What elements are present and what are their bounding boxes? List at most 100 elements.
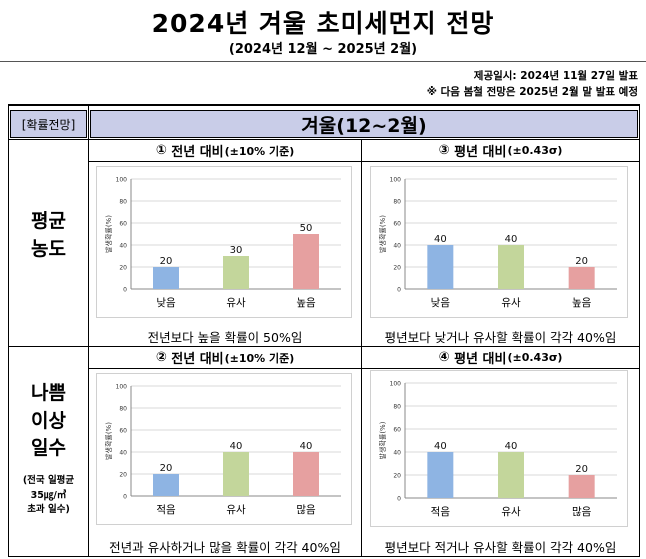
y-tick-label: 60 xyxy=(393,221,401,228)
bar xyxy=(223,452,249,496)
category-label: 높음 xyxy=(572,297,592,309)
row-label-note: (전국 일평균 35㎍/㎥ 초과 일수) xyxy=(9,474,88,518)
panel-number: ① xyxy=(155,143,167,158)
row-note-line: 35㎍/㎥ xyxy=(30,489,67,501)
y-tick-label: 80 xyxy=(119,199,127,206)
bar-value-label: 20 xyxy=(575,256,588,267)
bar-value-label: 40 xyxy=(230,441,243,452)
bar-value-label: 30 xyxy=(230,245,243,256)
chart-box: 0 20 40 60 80 100 발생확률(%) 40 적음 40 유사 20 많음 xyxy=(370,370,628,527)
issue-date: 제공일시: 2024년 11월 27일 발표 xyxy=(473,70,638,82)
category-label: 유사 xyxy=(501,297,521,309)
bar-value-label: 40 xyxy=(434,234,447,245)
y-tick-label: 100 xyxy=(390,381,402,388)
panel-header: ③ 평년 대비 (±0.43σ) xyxy=(362,140,639,162)
y-tick-label: 60 xyxy=(119,428,127,435)
row-label-average-concentration: 평균 농도 xyxy=(9,208,88,263)
probability-bar-chart: 0 20 40 60 80 100 발생확률(%) 20 적음 40 유사 40 많음 xyxy=(104,384,341,516)
panel-head-note: (±10% 기준) xyxy=(224,144,295,158)
category-label: 유사 xyxy=(226,504,246,516)
panel-header: ② 전년 대비 (±10% 기준) xyxy=(89,347,361,369)
row-note-line: (전국 일평균 xyxy=(22,475,75,486)
page-subtitle: (2024년 12월 ~ 2025년 2월) xyxy=(228,42,418,57)
table-rule xyxy=(88,104,89,557)
table-header-label: [확률전망] xyxy=(10,110,87,138)
y-tick-label: 0 xyxy=(123,287,127,294)
next-forecast-note: ※ 다음 봄철 전망은 2025년 2월 말 발표 예정 xyxy=(426,86,638,98)
y-tick-label: 20 xyxy=(393,265,401,272)
y-tick-label: 0 xyxy=(397,496,401,503)
panel-number: ④ xyxy=(438,350,450,365)
bar xyxy=(568,267,595,289)
y-tick-label: 20 xyxy=(119,265,127,272)
row-note-line: 초과 일수) xyxy=(27,504,70,516)
bar-value-label: 20 xyxy=(160,256,173,267)
bar xyxy=(153,267,179,289)
bar xyxy=(427,452,454,498)
y-axis-label: 발생확률(%) xyxy=(104,215,113,253)
bar xyxy=(293,234,319,289)
panel-caption: 평년보다 적거나 유사할 확률이 각각 40%임 xyxy=(384,540,617,555)
y-tick-label: 80 xyxy=(119,406,127,413)
page-title: 2024년 겨울 초미세먼지 전망 xyxy=(151,9,495,38)
y-axis-label: 발생확률(%) xyxy=(378,421,387,459)
y-tick-label: 20 xyxy=(393,473,401,480)
panel-caption: 평년보다 낮거나 유사할 확률이 각각 40%임 xyxy=(384,330,617,345)
y-tick-label: 0 xyxy=(123,494,127,501)
bar xyxy=(153,474,179,496)
probability-bar-chart: 0 20 40 60 80 100 발생확률(%) 20 낮음 30 유사 50 높음 xyxy=(104,177,341,309)
bar-value-label: 20 xyxy=(160,463,173,474)
panel-head: 평년 대비 xyxy=(454,145,507,160)
bar xyxy=(293,452,319,496)
y-tick-label: 40 xyxy=(119,243,127,250)
category-label: 적음 xyxy=(156,504,176,516)
y-tick-label: 100 xyxy=(390,177,402,184)
bar-value-label: 20 xyxy=(575,464,588,475)
panel-header: ④ 평년 대비 (±0.43σ) xyxy=(362,347,639,369)
row-label-line: 농도 xyxy=(31,237,66,260)
bar xyxy=(223,256,249,289)
category-label: 낮음 xyxy=(431,297,451,309)
table-rule xyxy=(8,346,640,347)
season-title: 겨울(12~2월) xyxy=(90,110,638,138)
row-label-line: 평균 xyxy=(31,210,66,232)
panel-head-note: (±0.43σ) xyxy=(507,144,563,157)
bar-value-label: 50 xyxy=(300,223,313,234)
category-label: 유사 xyxy=(501,506,521,518)
y-tick-label: 20 xyxy=(119,472,127,479)
table-rule xyxy=(8,139,640,140)
bar-value-label: 40 xyxy=(505,234,518,245)
bar-value-label: 40 xyxy=(505,441,518,452)
header-divider xyxy=(0,61,646,62)
bar-value-label: 40 xyxy=(434,441,447,452)
category-label: 많음 xyxy=(572,506,592,518)
panel-number: ② xyxy=(155,350,167,365)
probability-bar-chart: 0 20 40 60 80 100 발생확률(%) 40 적음 40 유사 20 많음 xyxy=(378,381,617,518)
y-axis-label: 발생확률(%) xyxy=(104,422,113,460)
bar xyxy=(498,245,524,289)
y-tick-label: 80 xyxy=(393,404,401,411)
table-rule xyxy=(8,556,640,557)
y-tick-label: 60 xyxy=(119,221,127,228)
y-axis-label: 발생확률(%) xyxy=(378,215,387,253)
panel-head: 전년 대비 xyxy=(171,352,224,367)
table-rule xyxy=(8,104,9,557)
y-tick-label: 40 xyxy=(119,450,127,457)
category-label: 유사 xyxy=(226,297,246,309)
bar xyxy=(498,452,524,498)
panel-head: 평년 대비 xyxy=(454,352,507,367)
bar xyxy=(427,245,454,289)
table-rule xyxy=(361,139,362,557)
row-label-bad-days: 나쁨 이상 일수 xyxy=(9,380,88,463)
category-label: 낮음 xyxy=(156,297,176,309)
chart-box: 0 20 40 60 80 100 발생확률(%) 40 낮음 40 유사 20 높음 xyxy=(370,166,628,318)
table-top-border xyxy=(8,104,640,106)
row-label-line: 나쁨 xyxy=(31,382,66,404)
chart-box: 0 20 40 60 80 100 발생확률(%) 20 낮음 30 유사 50 높음 xyxy=(96,166,352,318)
panel-number: ③ xyxy=(438,143,450,158)
panel-head: 전년 대비 xyxy=(171,145,224,160)
y-tick-label: 40 xyxy=(393,450,401,457)
panel-head-note: (±0.43σ) xyxy=(507,351,563,364)
y-tick-label: 100 xyxy=(116,384,128,391)
bar-value-label: 40 xyxy=(300,441,313,452)
